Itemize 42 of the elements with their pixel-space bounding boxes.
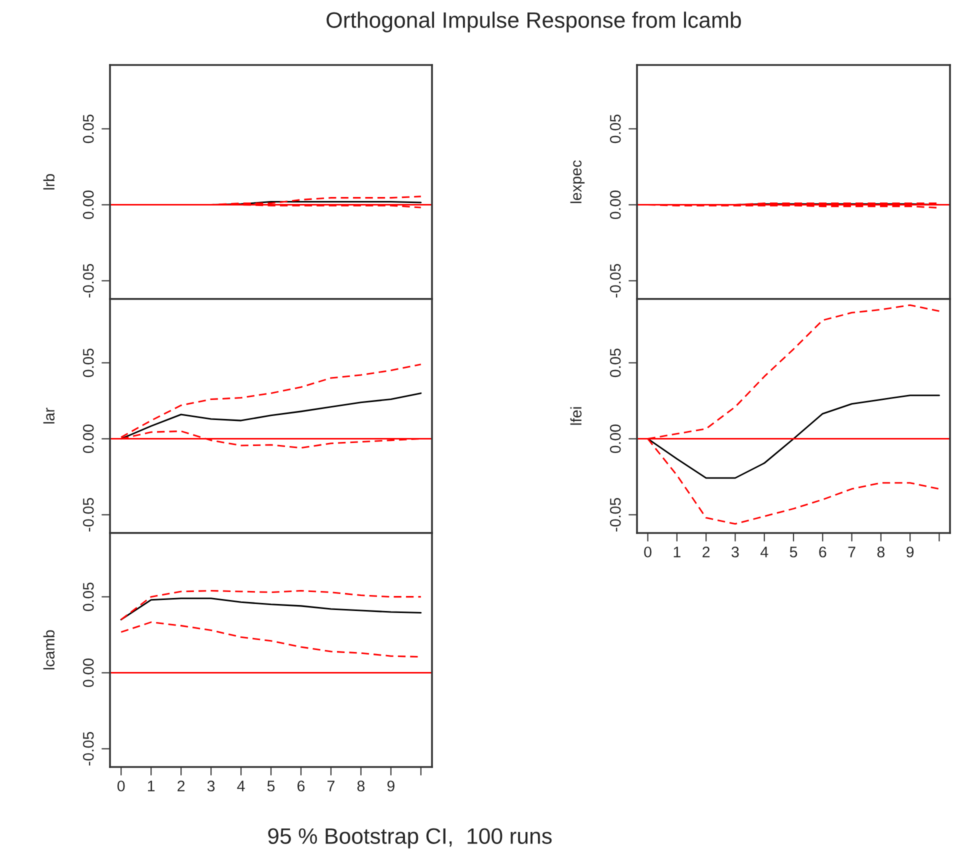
y-tick-label: 0.00: [610, 424, 621, 454]
x-tick-label: 0: [117, 780, 125, 792]
x-tick-label: 3: [732, 546, 739, 558]
x-tick-label: 1: [674, 546, 680, 558]
x-tick-label: 8: [357, 780, 365, 792]
x-tick-label: 3: [207, 780, 215, 792]
x-tick-label: 5: [267, 780, 275, 792]
y-tick-label: -0.05: [82, 498, 94, 532]
y-tick-label: 0.05: [610, 348, 621, 378]
x-tick-label: 4: [237, 780, 245, 792]
x-tick-label: 4: [760, 546, 768, 558]
x-tick-label: 0: [644, 546, 652, 558]
y-tick-label: -0.05: [610, 264, 621, 298]
y-tick-label: 0.00: [82, 424, 94, 454]
y-axis-title: lar: [43, 408, 55, 424]
y-tick-label: 0.00: [82, 190, 94, 220]
x-tick-label: 2: [178, 780, 185, 792]
x-tick-label: 8: [877, 546, 885, 558]
y-tick-label: 0.05: [82, 348, 94, 378]
y-axis-title: lexpec: [570, 160, 585, 204]
y-axis-title: lcamb: [43, 630, 55, 670]
y-tick-label: -0.05: [82, 732, 94, 766]
y-tick-label: 0.00: [610, 190, 621, 220]
x-tick-label: 9: [906, 546, 914, 558]
y-tick-label: -0.05: [610, 498, 621, 532]
x-tick-label: 5: [790, 546, 798, 558]
x-tick-label: 6: [819, 546, 826, 558]
y-tick-label: -0.05: [82, 264, 94, 298]
text: Orthogonal Impulse Response from lcamb: [326, 12, 741, 32]
text: 95 % Bootstrap CI, 100 runs: [268, 828, 552, 848]
y-tick-label: 0.05: [82, 582, 94, 612]
y-axis-title: lrb: [43, 174, 55, 190]
x-tick-label: 1: [148, 780, 155, 792]
y-tick-label: 0.05: [610, 114, 621, 144]
y-axis-title: lfei: [570, 407, 582, 425]
x-tick-label: 2: [702, 546, 710, 558]
x-tick-label: 9: [387, 780, 394, 792]
y-tick-label: 0.00: [82, 658, 94, 688]
x-tick-label: 7: [328, 780, 334, 792]
x-tick-label: 7: [848, 546, 856, 558]
x-tick-label: 6: [298, 780, 305, 792]
y-tick-label: 0.05: [82, 114, 94, 144]
